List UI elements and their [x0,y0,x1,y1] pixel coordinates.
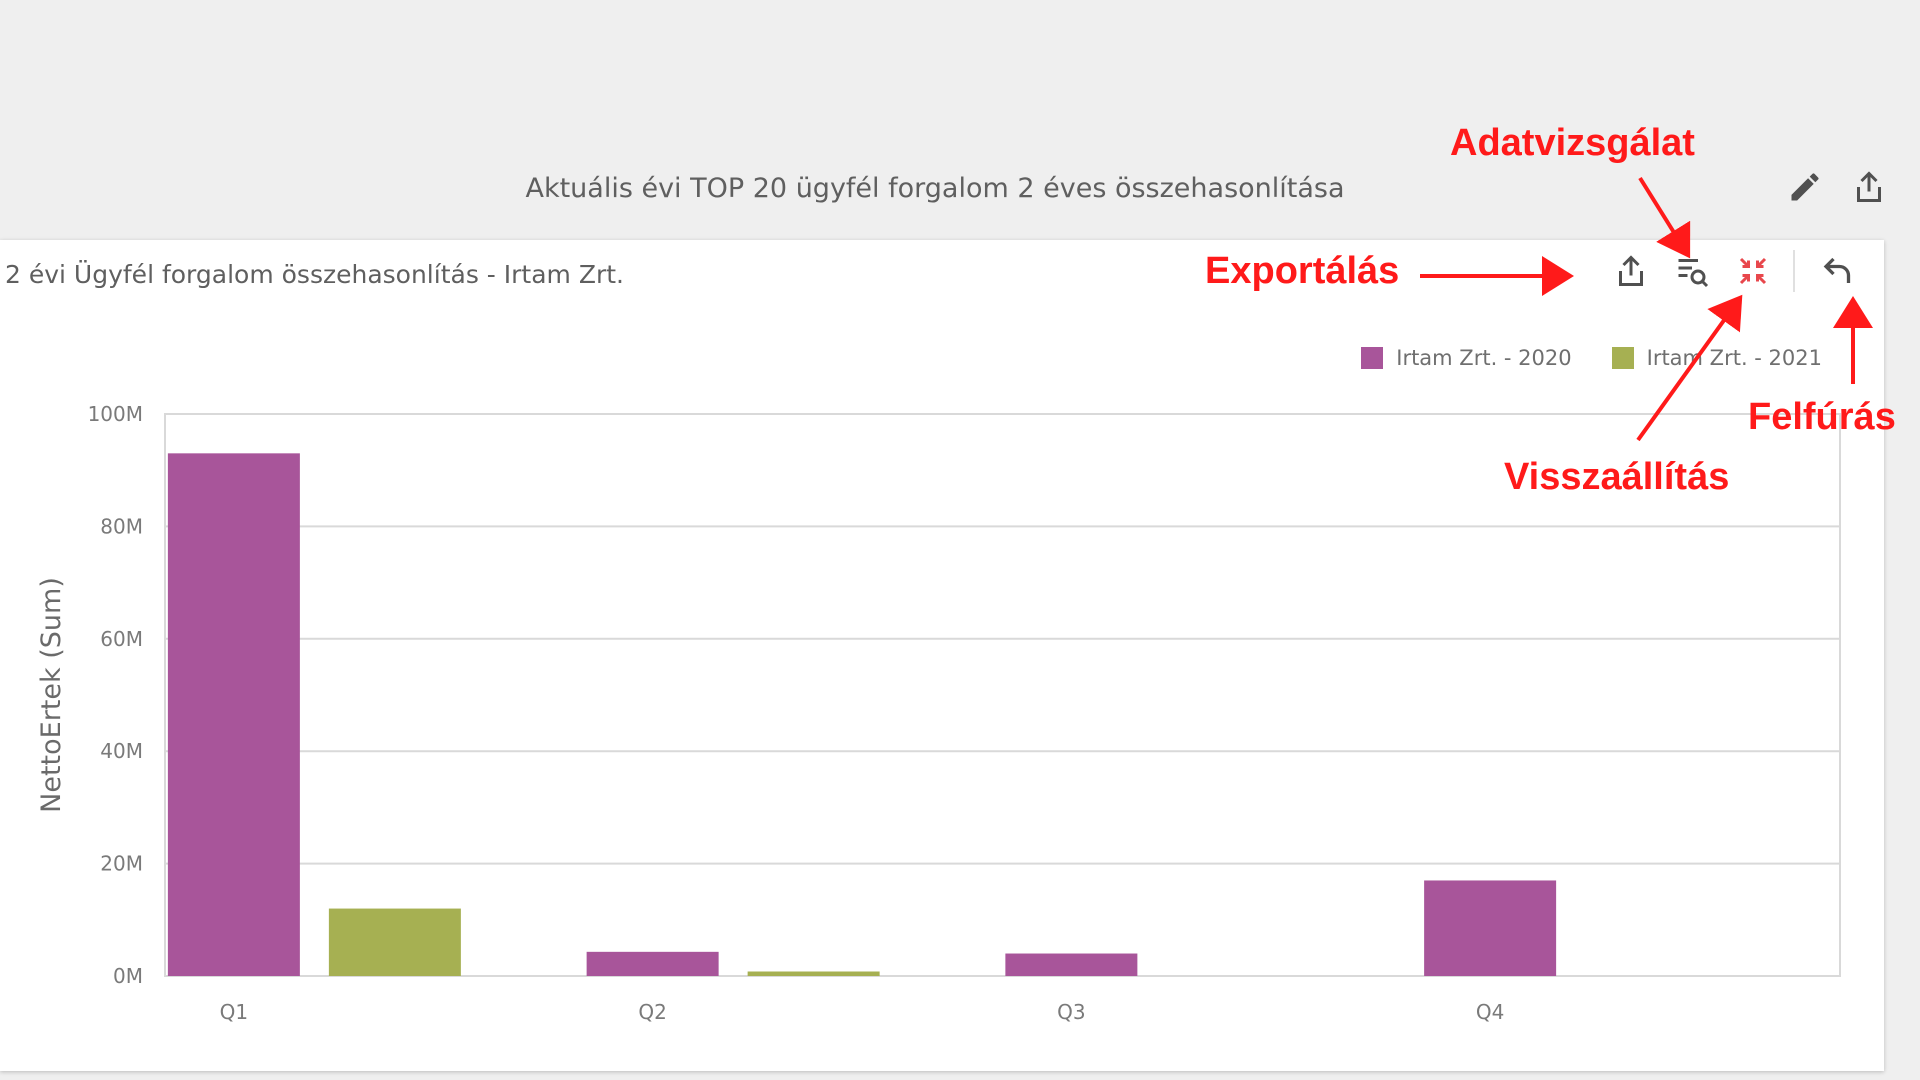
dashboard-title: Aktuális évi TOP 20 ügyfél forgalom 2 év… [525,173,1345,204]
y-tick-label: 100M [88,402,143,426]
annotation-inspect: Adatvizsgálat [1450,122,1695,164]
bar-chart: 0M 20M 40M 60M 80M 100M NettoErtek (Sum) Q1 Q2 Q3… [36,402,1841,1024]
y-tick-label: 60M [100,627,143,651]
bar-q2-series-0 [586,951,719,976]
export-button[interactable] [1612,252,1650,290]
panel-title: 2 évi Ügyfél forgalom összehasonlítás - … [5,260,624,289]
bar-q3-series-0 [1005,953,1138,976]
edit-icon[interactable] [1786,168,1824,206]
toolbar-divider [1793,250,1795,292]
drill-up-button[interactable] [1819,252,1857,290]
y-tick-label: 80M [100,514,143,538]
bar-q4-series-0 [1424,880,1557,976]
x-tick-label: Q3 [1057,1000,1085,1024]
annotation-export: Exportálás [1205,250,1400,292]
legend-label: Irtam Zrt. - 2021 [1646,346,1822,370]
bar-q1-series-1 [328,908,461,976]
legend-item-2020[interactable]: Irtam Zrt. - 2020 [1361,346,1572,370]
y-tick-label: 40M [100,739,143,763]
x-tick-label: Q2 [638,1000,666,1024]
inspect-data-button[interactable] [1673,252,1711,290]
bar-q1-series-0 [167,453,300,977]
legend-swatch-2021 [1611,347,1634,369]
legend-item-2021[interactable]: Irtam Zrt. - 2021 [1611,346,1822,370]
reset-button[interactable] [1734,252,1772,290]
y-axis-label: NettoErtek (Sum) [36,577,67,813]
x-tick-label: Q4 [1476,1000,1504,1024]
export-icon[interactable] [1850,168,1888,206]
legend-label: Irtam Zrt. - 2020 [1396,346,1572,370]
x-tick-label: Q1 [220,1000,248,1024]
chart-legend: Irtam Zrt. - 2020 Irtam Zrt. - 2021 [1361,346,1822,370]
annotation-reset: Visszaállítás [1504,456,1730,498]
y-tick-label: 20M [100,852,143,876]
bar-q2-series-1 [747,971,880,976]
annotation-drill-up: Felfúrás [1748,396,1896,438]
chart-panel: 0M 20M 40M 60M 80M 100M NettoErtek (Sum) Q1 Q2 Q3… [0,240,1884,1071]
legend-swatch-2020 [1361,347,1384,369]
panel-toolbar [1612,250,1880,292]
y-tick-label: 0M [113,964,143,988]
dashboard-actions [1786,168,1888,206]
